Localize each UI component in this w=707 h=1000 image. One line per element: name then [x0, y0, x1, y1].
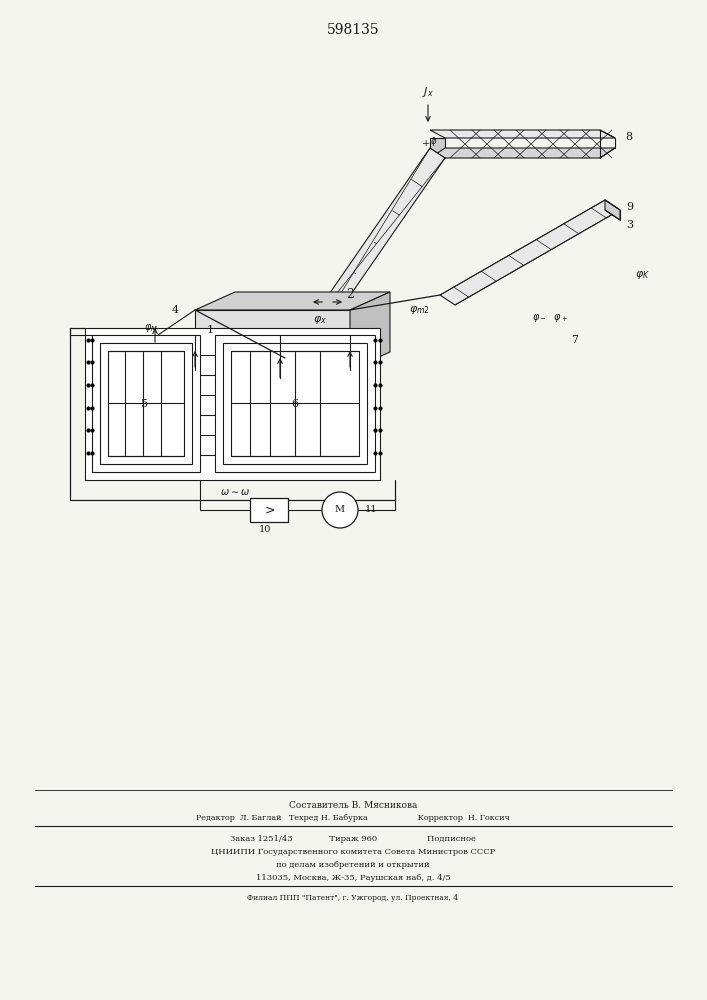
Polygon shape — [430, 130, 615, 138]
Text: $\varphi_{m2}$: $\varphi_{m2}$ — [409, 304, 431, 316]
Polygon shape — [430, 138, 445, 158]
Text: 113035, Москва, Ж-35, Раушская наб, д. 4/5: 113035, Москва, Ж-35, Раушская наб, д. 4… — [256, 874, 450, 882]
Polygon shape — [85, 328, 380, 480]
Text: 5: 5 — [141, 399, 148, 409]
Text: M: M — [335, 506, 345, 514]
Text: $\varphi_M$: $\varphi_M$ — [144, 322, 158, 334]
Text: Составитель В. Мясникова: Составитель В. Мясникова — [289, 800, 417, 810]
Text: Филиал ППП "Патент", г. Ужгород, ул. Проектная, 4: Филиал ППП "Патент", г. Ужгород, ул. Про… — [247, 894, 459, 902]
Text: $\omega \sim \omega$: $\omega \sim \omega$ — [220, 487, 250, 497]
Polygon shape — [605, 200, 620, 220]
Text: 598135: 598135 — [327, 23, 380, 37]
Text: $\varphi_K$: $\varphi_K$ — [635, 269, 650, 281]
Circle shape — [322, 492, 358, 528]
Polygon shape — [223, 343, 367, 464]
Polygon shape — [195, 292, 390, 310]
Text: 3: 3 — [626, 220, 633, 230]
Polygon shape — [231, 351, 359, 456]
Text: по делам изобретений и открытий: по делам изобретений и открытий — [276, 861, 430, 869]
Text: +: + — [422, 138, 430, 147]
Text: 6: 6 — [291, 399, 298, 409]
Text: Заказ 1251/43              Тираж 960                   Подписное: Заказ 1251/43 Тираж 960 Подписное — [230, 835, 476, 843]
Text: $>$: $>$ — [262, 504, 276, 516]
Polygon shape — [100, 343, 192, 464]
Text: 11: 11 — [365, 506, 378, 514]
Polygon shape — [285, 148, 445, 368]
Text: 7: 7 — [571, 335, 578, 345]
Text: 2: 2 — [346, 288, 354, 302]
Text: $\bar{\varphi}$: $\bar{\varphi}$ — [431, 137, 438, 149]
Polygon shape — [215, 335, 375, 472]
Text: 4: 4 — [171, 305, 179, 315]
Text: ЦНИИПИ Государственного комитета Совета Министров СССР: ЦНИИПИ Государственного комитета Совета … — [211, 848, 495, 856]
Text: 10: 10 — [259, 526, 271, 534]
Text: $\varphi_x$: $\varphi_x$ — [313, 314, 327, 326]
Bar — [250, 498, 288, 522]
Text: $\varphi_-$  $\varphi_+$: $\varphi_-$ $\varphi_+$ — [532, 312, 568, 324]
Text: Редактор  Л. Баглай   Техред Н. Бабурка                    Корректор  Н. Гоксич: Редактор Л. Баглай Техред Н. Бабурка Кор… — [196, 814, 510, 822]
Polygon shape — [350, 292, 390, 370]
Polygon shape — [430, 148, 615, 158]
Text: 9: 9 — [626, 202, 633, 212]
Polygon shape — [92, 335, 200, 472]
Polygon shape — [195, 310, 350, 370]
Polygon shape — [108, 351, 184, 456]
Text: $J_x$: $J_x$ — [422, 85, 434, 99]
Polygon shape — [440, 200, 620, 305]
Text: 1: 1 — [206, 325, 214, 335]
Text: 8: 8 — [626, 132, 633, 142]
